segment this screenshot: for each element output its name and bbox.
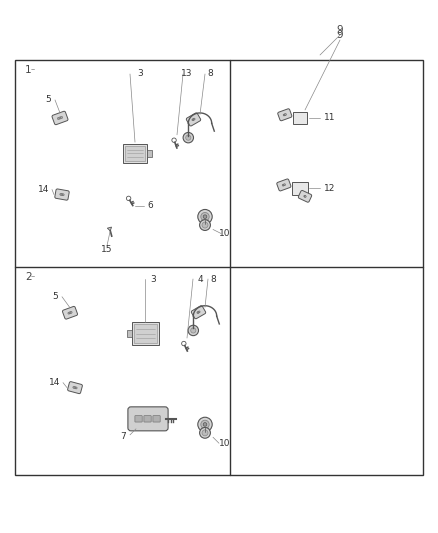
Text: –: – — [31, 272, 35, 281]
Circle shape — [61, 193, 63, 196]
Circle shape — [203, 215, 207, 219]
Circle shape — [200, 220, 210, 230]
FancyBboxPatch shape — [63, 306, 78, 319]
Text: 5: 5 — [45, 95, 51, 104]
Text: 8: 8 — [207, 69, 213, 78]
Text: 6: 6 — [147, 201, 153, 210]
Circle shape — [283, 114, 285, 116]
FancyBboxPatch shape — [52, 111, 68, 125]
Circle shape — [284, 114, 286, 116]
Circle shape — [201, 213, 209, 221]
Circle shape — [60, 193, 62, 195]
Circle shape — [69, 312, 71, 314]
Text: 10: 10 — [219, 229, 231, 238]
Circle shape — [197, 312, 199, 313]
Circle shape — [57, 117, 60, 119]
FancyBboxPatch shape — [135, 416, 142, 422]
Bar — [293, 111, 307, 124]
Bar — [127, 330, 131, 337]
Text: 10: 10 — [219, 439, 231, 448]
Circle shape — [304, 196, 305, 197]
Circle shape — [284, 184, 286, 185]
Circle shape — [201, 420, 209, 429]
Circle shape — [75, 387, 77, 389]
Bar — [134, 324, 156, 343]
Circle shape — [60, 116, 63, 118]
Circle shape — [202, 222, 208, 228]
FancyBboxPatch shape — [191, 305, 206, 319]
Circle shape — [73, 386, 75, 389]
Circle shape — [304, 196, 306, 197]
Text: –: – — [31, 65, 35, 74]
FancyBboxPatch shape — [186, 113, 201, 126]
Text: 8: 8 — [210, 274, 216, 284]
FancyBboxPatch shape — [128, 407, 168, 431]
Bar — [131, 322, 159, 345]
Text: 1: 1 — [25, 65, 32, 75]
Bar — [147, 150, 152, 157]
Text: 3: 3 — [150, 274, 156, 284]
Circle shape — [198, 311, 199, 313]
FancyBboxPatch shape — [55, 189, 69, 200]
Text: 3: 3 — [137, 69, 143, 78]
Bar — [292, 182, 307, 195]
Circle shape — [186, 135, 191, 140]
FancyBboxPatch shape — [153, 416, 160, 422]
Text: 15: 15 — [101, 245, 113, 254]
Circle shape — [304, 196, 306, 197]
Text: 14: 14 — [38, 185, 49, 194]
Circle shape — [74, 386, 76, 389]
Circle shape — [285, 114, 286, 115]
Circle shape — [200, 427, 210, 438]
FancyBboxPatch shape — [277, 179, 291, 191]
Text: 12: 12 — [324, 184, 336, 193]
Circle shape — [193, 118, 195, 120]
Circle shape — [283, 184, 285, 186]
Text: 5: 5 — [52, 292, 58, 301]
Text: 11: 11 — [324, 114, 336, 123]
Polygon shape — [107, 227, 112, 231]
Circle shape — [198, 417, 212, 432]
FancyBboxPatch shape — [144, 416, 151, 422]
Text: 9: 9 — [337, 30, 343, 40]
Circle shape — [191, 328, 196, 333]
Circle shape — [62, 194, 64, 196]
Circle shape — [198, 311, 200, 313]
Circle shape — [183, 132, 194, 143]
Text: 13: 13 — [181, 69, 193, 78]
Circle shape — [70, 311, 72, 313]
FancyBboxPatch shape — [298, 190, 312, 202]
Bar — [15, 60, 423, 475]
FancyBboxPatch shape — [278, 109, 292, 121]
Text: 9: 9 — [337, 25, 343, 35]
Circle shape — [188, 325, 198, 336]
Circle shape — [282, 184, 284, 186]
Text: 4: 4 — [197, 274, 203, 284]
Circle shape — [59, 117, 61, 119]
Circle shape — [198, 209, 212, 224]
Text: 2: 2 — [25, 272, 32, 282]
Circle shape — [192, 119, 194, 121]
FancyBboxPatch shape — [67, 382, 82, 394]
Text: 7: 7 — [120, 432, 126, 441]
Circle shape — [203, 423, 207, 426]
Circle shape — [68, 312, 70, 314]
Circle shape — [202, 430, 208, 436]
Bar — [123, 144, 147, 163]
Circle shape — [193, 118, 194, 120]
Text: 14: 14 — [49, 378, 61, 387]
Bar — [125, 146, 145, 160]
